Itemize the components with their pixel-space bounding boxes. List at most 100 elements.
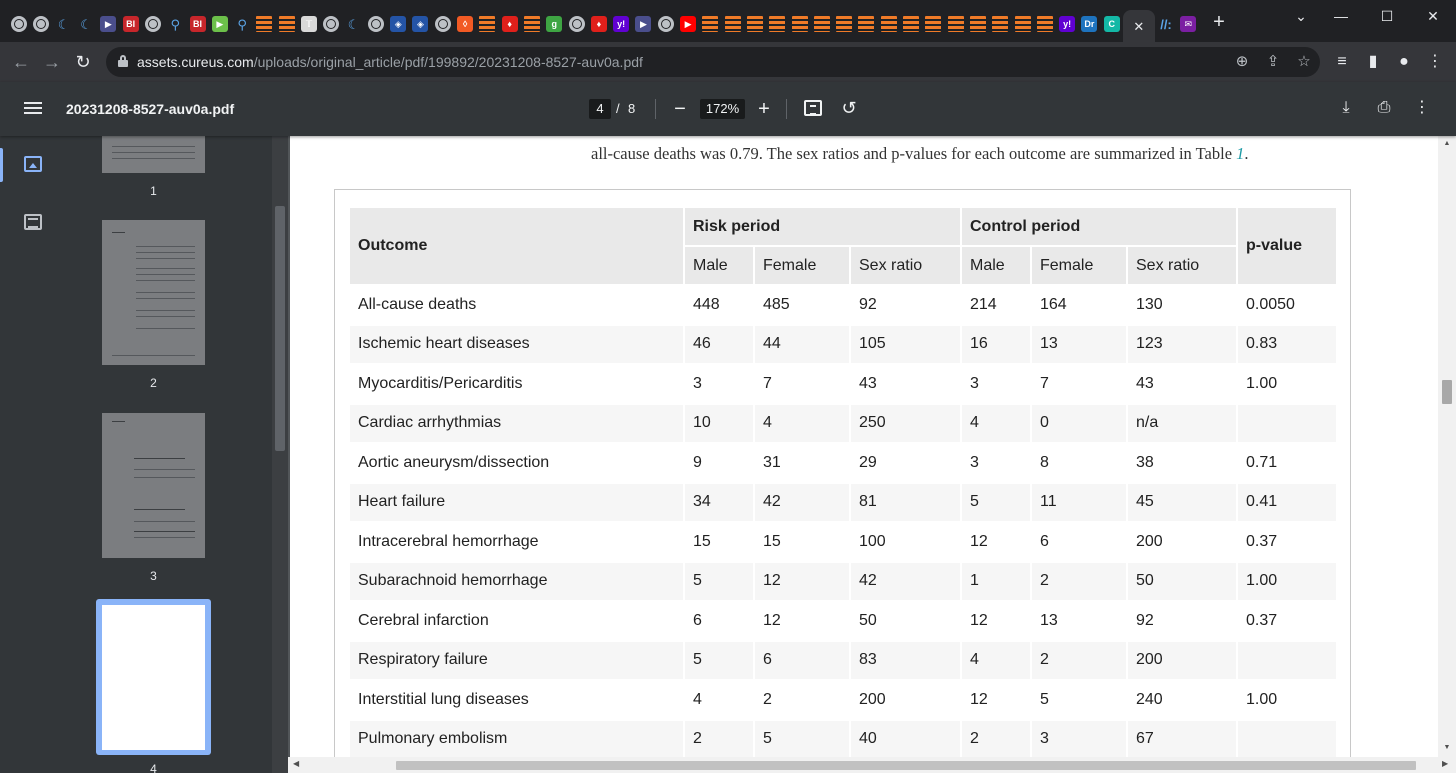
download-icon[interactable]: ⤓ <box>1342 99 1350 116</box>
hamburger-menu-icon[interactable] <box>22 99 44 119</box>
browser-tab[interactable]: ☾ <box>53 10 75 38</box>
zoom-level-input[interactable]: 172% <box>700 99 745 119</box>
browser-tab[interactable]: BI <box>119 10 141 38</box>
profile-avatar-icon[interactable]: ● <box>1399 53 1409 70</box>
browser-tab[interactable]: ◈ <box>387 10 409 38</box>
lock-icon[interactable] <box>118 55 128 67</box>
browser-tab[interactable] <box>922 10 944 38</box>
browser-tab[interactable] <box>833 10 855 38</box>
minimize-button[interactable]: — <box>1334 8 1348 24</box>
browser-tab[interactable] <box>811 10 833 38</box>
browser-tab[interactable]: //: <box>1155 10 1177 38</box>
browser-tab[interactable]: ✉ <box>1177 10 1199 38</box>
sidebar-scrollbar-thumb[interactable] <box>275 206 285 451</box>
browser-tab[interactable] <box>944 10 966 38</box>
tab-search-chevron-icon[interactable]: ⌄ <box>1295 8 1307 24</box>
browser-tab[interactable] <box>30 10 52 38</box>
thumbnail-label: 1 <box>150 184 157 198</box>
share-icon[interactable]: ⇪ <box>1266 53 1280 70</box>
browser-menu-icon[interactable]: ⋮ <box>1427 53 1443 70</box>
browser-tab[interactable]: ♦ <box>588 10 610 38</box>
browser-tab[interactable]: ▶ <box>97 10 119 38</box>
browser-tab[interactable]: y! <box>1056 10 1078 38</box>
reload-button[interactable]: ↻ <box>75 52 91 72</box>
browser-tab[interactable]: ♦ <box>499 10 521 38</box>
fit-to-page-icon[interactable] <box>804 100 822 116</box>
browser-tab[interactable] <box>855 10 877 38</box>
outline-view-icon[interactable] <box>24 214 42 230</box>
browser-tab[interactable] <box>432 10 454 38</box>
thumbnail-label: 4 <box>150 762 157 773</box>
browser-tab[interactable]: y! <box>610 10 632 38</box>
maximize-button[interactable]: ☐ <box>1380 8 1394 24</box>
thumbnails-view-icon[interactable] <box>24 156 42 172</box>
browser-tab[interactable] <box>365 10 387 38</box>
browser-tab[interactable] <box>788 10 810 38</box>
more-options-icon[interactable]: ⋮ <box>1414 99 1430 116</box>
browser-tab[interactable]: ⚲ <box>231 10 253 38</box>
browser-tab[interactable]: ▶ <box>209 10 231 38</box>
horizontal-scrollbar[interactable]: ◀ ▶ <box>288 757 1456 773</box>
browser-tab[interactable] <box>565 10 587 38</box>
url-text[interactable]: assets.cureus.com/uploads/original_artic… <box>137 54 643 70</box>
back-button[interactable]: ← <box>12 52 30 72</box>
forward-button[interactable]: → <box>43 52 61 72</box>
page-thumbnail-3[interactable] <box>102 413 205 558</box>
browser-tab[interactable] <box>655 10 677 38</box>
browser-tab[interactable] <box>1034 10 1056 38</box>
browser-tab[interactable]: ◊ <box>454 10 476 38</box>
zoom-in-button[interactable]: + <box>758 98 770 120</box>
scroll-down-arrow-icon[interactable]: ▼ <box>1443 744 1451 751</box>
browser-tab[interactable] <box>8 10 30 38</box>
browser-tab[interactable]: ▶ <box>632 10 654 38</box>
vertical-scrollbar[interactable]: ▲ ▼ <box>1438 136 1456 757</box>
browser-tab[interactable] <box>476 10 498 38</box>
active-tab-close-button[interactable]: ✕ <box>1122 10 1155 44</box>
print-icon[interactable]: ⎙ <box>1377 99 1391 116</box>
browser-tab[interactable]: 𝕋 <box>298 10 320 38</box>
browser-tab[interactable] <box>722 10 744 38</box>
browser-tab[interactable] <box>253 10 275 38</box>
zoom-out-button[interactable]: − <box>674 98 686 120</box>
scroll-left-arrow-icon[interactable]: ◀ <box>293 759 300 768</box>
page-thumbnail-1[interactable] <box>102 136 205 173</box>
sidebar-scrollbar[interactable] <box>272 136 288 773</box>
vertical-scrollbar-thumb[interactable] <box>1442 380 1452 404</box>
browser-tab[interactable] <box>989 10 1011 38</box>
address-bar[interactable]: assets.cureus.com/uploads/original_artic… <box>106 47 1320 77</box>
page-thumbnail-4[interactable] <box>102 605 205 750</box>
browser-tab[interactable] <box>276 10 298 38</box>
page-thumbnail-2[interactable] <box>102 220 205 365</box>
rotate-icon[interactable]: ↺ <box>841 98 857 118</box>
bookmark-star-icon[interactable]: ☆ <box>1297 53 1311 70</box>
browser-tab[interactable]: BI <box>186 10 208 38</box>
browser-tab[interactable]: ☾ <box>342 10 364 38</box>
close-window-button[interactable]: ✕ <box>1427 8 1439 24</box>
scroll-right-arrow-icon[interactable]: ▶ <box>1442 759 1449 768</box>
browser-tab[interactable]: ▶ <box>677 10 699 38</box>
browser-tab[interactable] <box>878 10 900 38</box>
side-panel-icon[interactable]: ▮ <box>1368 53 1378 70</box>
browser-tab[interactable] <box>900 10 922 38</box>
browser-tab[interactable]: ⚲ <box>164 10 186 38</box>
horizontal-scrollbar-thumb[interactable] <box>396 761 1416 770</box>
new-tab-button[interactable]: + <box>1213 11 1225 33</box>
page-number-input[interactable]: 4 <box>589 99 611 119</box>
browser-tab[interactable]: ◈ <box>409 10 431 38</box>
browser-tab[interactable] <box>967 10 989 38</box>
browser-tab[interactable] <box>744 10 766 38</box>
browser-tab[interactable] <box>320 10 342 38</box>
browser-tab[interactable]: ☾ <box>75 10 97 38</box>
browser-tab[interactable] <box>1011 10 1033 38</box>
scroll-up-arrow-icon[interactable]: ▲ <box>1443 140 1451 147</box>
browser-tab[interactable] <box>699 10 721 38</box>
browser-tab[interactable] <box>766 10 788 38</box>
browser-tab[interactable]: g <box>543 10 565 38</box>
media-controls-icon[interactable]: ≡ <box>1337 53 1347 70</box>
browser-tab[interactable] <box>521 10 543 38</box>
table-reference-link[interactable]: 1 <box>1236 144 1245 163</box>
zoom-lens-icon[interactable]: ⊕ <box>1235 53 1249 70</box>
browser-tab[interactable] <box>142 10 164 38</box>
browser-tab[interactable]: Dr <box>1078 10 1100 38</box>
browser-tab[interactable]: C <box>1101 10 1123 38</box>
